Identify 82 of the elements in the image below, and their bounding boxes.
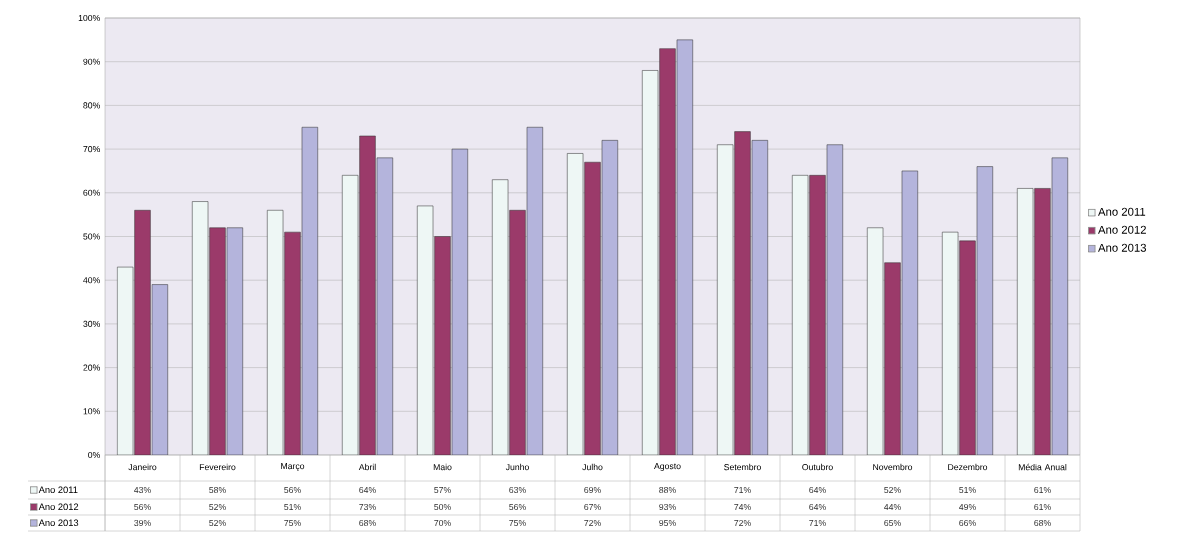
data-label: 64% bbox=[359, 486, 376, 494]
x-tick-label: Maio bbox=[433, 463, 452, 471]
x-tick-label: Média Anual bbox=[1018, 463, 1067, 471]
y-tick-label: 80% bbox=[83, 102, 100, 109]
x-tick-label: Novembro bbox=[873, 463, 913, 471]
x-tick-label: Dezembro bbox=[948, 463, 988, 471]
x-tick-label: Outubro bbox=[802, 463, 833, 471]
data-label: 57% bbox=[434, 486, 451, 494]
bar bbox=[959, 240, 976, 455]
data-label: 95% bbox=[659, 519, 676, 527]
data-label: 88% bbox=[659, 486, 676, 494]
data-label: 43% bbox=[134, 486, 151, 494]
y-tick-label: 0% bbox=[88, 451, 100, 459]
x-tick-label: Setembro bbox=[724, 463, 761, 471]
y-tick-label: 100% bbox=[78, 14, 100, 22]
y-tick-label: 50% bbox=[83, 233, 100, 240]
bar bbox=[359, 135, 376, 455]
data-label: 49% bbox=[959, 503, 976, 511]
y-tick-label: 30% bbox=[83, 320, 100, 327]
bar bbox=[884, 262, 901, 455]
data-label: 75% bbox=[509, 519, 526, 527]
text: Ano 2012 bbox=[38, 503, 79, 511]
bar bbox=[284, 231, 301, 455]
bar bbox=[659, 48, 676, 455]
data-label: 61% bbox=[1034, 486, 1051, 494]
bar bbox=[209, 227, 226, 455]
x-tick-label: Fevereiro bbox=[199, 463, 236, 471]
data-label: 52% bbox=[884, 486, 901, 494]
text: Ano 2011 bbox=[1098, 207, 1146, 216]
data-label: 39% bbox=[134, 519, 151, 527]
data-label: 68% bbox=[359, 519, 376, 527]
x-tick-label: Janeiro bbox=[128, 463, 157, 471]
data-label: 51% bbox=[959, 486, 976, 494]
data-label: 93% bbox=[659, 503, 676, 511]
data-label: 44% bbox=[884, 503, 901, 511]
data-label: 51% bbox=[284, 503, 301, 511]
bar bbox=[134, 210, 151, 455]
data-label: 68% bbox=[1034, 519, 1051, 527]
data-label: 71% bbox=[734, 486, 751, 494]
data-label: 66% bbox=[959, 519, 976, 527]
data-label: 50% bbox=[434, 503, 451, 511]
x-tick-label: Abril bbox=[358, 463, 376, 471]
text: Ano 2013 bbox=[38, 519, 79, 527]
data-label: 56% bbox=[509, 503, 526, 511]
x-tick-label: Junho bbox=[505, 463, 529, 471]
x-tick-label: Março bbox=[281, 463, 305, 471]
bar bbox=[584, 161, 601, 455]
data-label: 67% bbox=[584, 503, 601, 511]
bar bbox=[434, 236, 451, 455]
data-label: 75% bbox=[284, 519, 301, 527]
bar bbox=[1034, 188, 1051, 455]
y-tick-label: 20% bbox=[83, 364, 100, 371]
bar bbox=[734, 131, 751, 455]
x-tick-label: Julho bbox=[582, 463, 603, 471]
data-label: 63% bbox=[509, 486, 526, 494]
data-label: 72% bbox=[584, 519, 601, 527]
bar bbox=[509, 210, 526, 455]
x-tick-label: Agosto bbox=[654, 463, 681, 471]
data-label: 73% bbox=[359, 503, 376, 511]
legend-label: Ano 2011 bbox=[38, 486, 78, 494]
data-label: 56% bbox=[284, 486, 301, 494]
data-label: 52% bbox=[209, 503, 226, 511]
data-label: 71% bbox=[809, 519, 826, 527]
data-label: 52% bbox=[209, 519, 226, 527]
data-label: 70% bbox=[434, 519, 451, 527]
data-label: 61% bbox=[1034, 503, 1051, 511]
legend-label: Ano 2013 bbox=[1098, 243, 1147, 252]
data-label: 58% bbox=[209, 486, 226, 494]
data-label: 56% bbox=[134, 503, 151, 511]
legend-label: Ano 2012 bbox=[1098, 225, 1146, 234]
y-tick-label: 40% bbox=[83, 277, 100, 284]
data-label: 72% bbox=[734, 519, 751, 527]
data-label: 64% bbox=[809, 486, 826, 494]
y-tick-label: 60% bbox=[83, 189, 100, 196]
data-label: 74% bbox=[734, 503, 751, 511]
data-label: 64% bbox=[809, 503, 826, 511]
y-tick-label: 10% bbox=[83, 408, 100, 415]
y-tick-label: 70% bbox=[83, 146, 100, 153]
y-tick-label: 90% bbox=[83, 58, 100, 65]
data-label: 69% bbox=[584, 486, 601, 494]
data-label: 65% bbox=[884, 519, 901, 527]
bar bbox=[809, 175, 826, 455]
